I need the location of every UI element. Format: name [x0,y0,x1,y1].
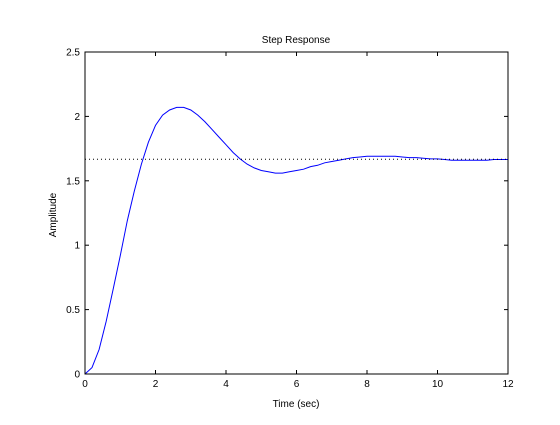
y-tick-label: 0 [74,370,80,381]
y-tick-label: 2.5 [66,48,80,59]
x-tick-label: 2 [153,379,159,390]
x-tick-label: 6 [294,379,300,390]
ticks-layer: 0 2 4 6 8 10 12 0 0.5 1 1.5 2 2.5 [66,48,514,391]
x-tick-label: 10 [432,379,444,390]
y-axis-label: Amplitude [48,192,59,237]
y-tick-label: 2 [74,112,80,123]
y-tick-label: 0.5 [66,305,80,316]
y-tick-label: 1.5 [66,176,80,187]
series-layer [84,106,508,375]
plot-background [85,52,508,374]
chart-title: Step Response [262,35,331,46]
x-tick-label: 0 [82,379,88,390]
x-tick-label: 12 [502,379,514,390]
y-tick-label: 1 [74,241,80,252]
x-tick-label: 8 [364,379,370,390]
x-axis-label: Time (sec) [273,399,320,410]
x-tick-label: 4 [223,379,229,390]
plot-area [85,52,508,374]
